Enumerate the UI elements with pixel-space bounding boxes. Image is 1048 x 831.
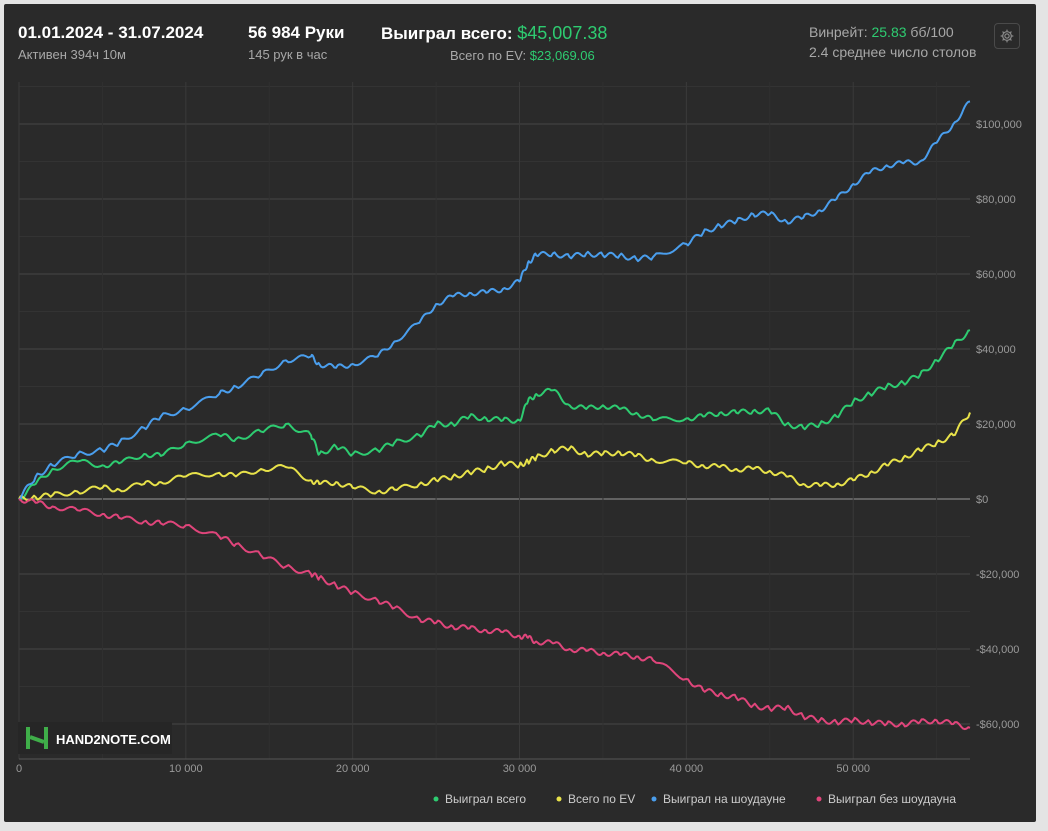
chart-legend: Выиграл всего Всего по EV Выиграл на шоуда… [433, 792, 957, 806]
y-tick-label: -$40,000 [976, 644, 1019, 656]
ev-total-label: Всего по EV: [450, 48, 527, 63]
x-tick-label: 40 000 [670, 763, 704, 775]
y-tick-label: $40,000 [976, 344, 1016, 356]
active-time: Активен 394ч 10м [18, 47, 126, 62]
winrate-label: Винрейт: [809, 24, 868, 40]
series-line-0 [18, 329, 971, 501]
y-tick-label: -$20,000 [976, 569, 1019, 581]
x-tick-label: 30 000 [503, 763, 537, 775]
winnings-chart: $100,000 $80,000 $60,000 $40,000 $20,000 $0 -$… [16, 82, 1022, 806]
legend-label[interactable]: Выиграл без шоудауна [828, 792, 956, 806]
avg-tables: 2.4 среднее число столов [809, 44, 977, 60]
settings-button[interactable] [994, 23, 1020, 49]
hands-per-hour: 145 рук в час [248, 47, 328, 62]
watermark-text: HAND2NOTE.COM [56, 732, 171, 747]
date-range[interactable]: 01.01.2024 - 31.07.2024 [18, 23, 204, 42]
legend-label[interactable]: Всего по EV [568, 792, 635, 806]
legend-item-1[interactable]: Всего по EV [556, 792, 636, 806]
legend-label[interactable]: Выиграл на шоудауне [663, 792, 786, 806]
chart-grid [18, 82, 970, 760]
y-tick-label: -$60,000 [976, 719, 1019, 731]
x-tick-label: 10 000 [169, 763, 203, 775]
won-total: Выиграл всего: $45,007.38 [381, 23, 607, 44]
legend-item-3[interactable]: Выиграл без шоудауна [816, 792, 957, 806]
legend-dot [433, 796, 439, 802]
legend-dot [651, 796, 657, 802]
winrate-value: 25.83 [871, 24, 907, 40]
won-total-value: $45,007.38 [517, 23, 608, 43]
chart-series [18, 100, 971, 731]
ev-total: Всего по EV: $23,069.06 [450, 48, 595, 63]
hands-count: 56 984 Руки [248, 23, 345, 42]
legend-item-2[interactable]: Выиграл на шоудауне [651, 792, 786, 806]
legend-label[interactable]: Выиграл всего [445, 792, 526, 806]
series-line-1 [18, 412, 971, 502]
graph-panel: 01.01.2024 - 31.07.2024 Активен 394ч 10м… [4, 4, 1036, 822]
legend-item-0[interactable]: Выиграл всего [433, 792, 527, 806]
y-tick-label: $100,000 [976, 119, 1022, 131]
y-tick-label: $60,000 [976, 269, 1016, 281]
watermark: HAND2NOTE.COM [18, 722, 172, 754]
y-tick-label: $0 [976, 494, 988, 506]
x-tick-label: 20 000 [336, 763, 370, 775]
gear-icon [1000, 29, 1014, 43]
won-total-label: Выиграл всего: [381, 24, 513, 43]
legend-dot [556, 796, 562, 802]
winrate: Винрейт: 25.83 бб/100 [809, 24, 954, 40]
chart-ticks: $100,000 $80,000 $60,000 $40,000 $20,000 $0 -$… [16, 119, 1022, 775]
series-line-3 [18, 498, 971, 731]
series-line-2 [18, 100, 971, 500]
y-tick-label: $80,000 [976, 194, 1016, 206]
ev-total-value: $23,069.06 [529, 48, 595, 63]
legend-dot [816, 796, 822, 802]
y-tick-label: $20,000 [976, 419, 1016, 431]
x-tick-label: 50 000 [836, 763, 870, 775]
h2n-logo-icon [26, 727, 48, 749]
x-tick-label: 0 [16, 763, 22, 775]
winrate-unit: бб/100 [910, 24, 954, 40]
